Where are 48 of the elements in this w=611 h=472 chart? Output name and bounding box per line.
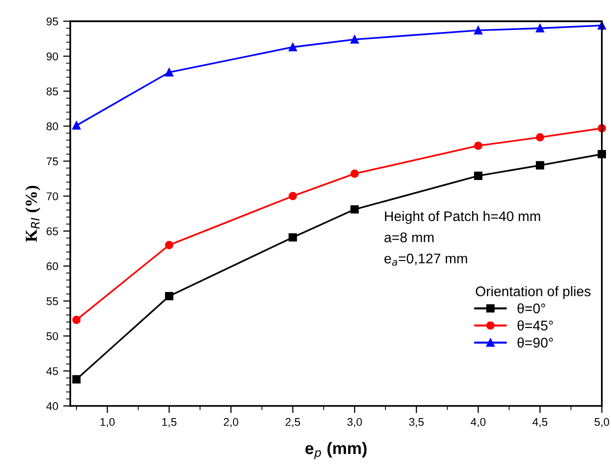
x-tick-label: 2,5	[286, 418, 300, 428]
point	[474, 142, 482, 150]
legend-label: θ=90°	[518, 337, 553, 348]
point	[536, 24, 544, 32]
y-tick-label: 70	[46, 192, 58, 200]
x-tick-label: 4,0	[470, 418, 486, 428]
x-tick-label: 3,5	[409, 418, 424, 428]
x-tick-label: 5,0	[594, 418, 610, 428]
point	[164, 292, 174, 300]
point	[288, 192, 297, 200]
x-tick-label: 4,5	[532, 418, 548, 428]
x-tick-label: 3,0	[347, 418, 362, 428]
point	[350, 35, 359, 44]
legend-title: Orientation of plies	[476, 286, 590, 300]
annotation: a=8 mm	[384, 232, 434, 242]
point	[474, 26, 482, 34]
y-tick-label: 40	[46, 402, 58, 410]
point	[72, 316, 81, 324]
y-tick-label: 75	[46, 158, 58, 166]
y-tick-label: 50	[46, 332, 58, 340]
y-tick-label: 60	[46, 262, 58, 270]
x-tick-label: 1,5	[162, 418, 176, 428]
y-tick-label: 65	[46, 227, 58, 236]
y-tick-label: 45	[46, 367, 58, 376]
y-tick-label: 55	[46, 297, 58, 306]
x-tick-label: 2,0	[224, 418, 238, 428]
y-tick-label: 85	[46, 87, 58, 96]
x-tick-label: 1,0	[100, 418, 115, 428]
y-axis-title: K$_{RI}$ (%)	[25, 186, 40, 242]
point	[536, 161, 544, 170]
point	[350, 205, 359, 214]
point	[288, 233, 297, 242]
point	[288, 42, 297, 52]
point	[72, 121, 81, 130]
y-tick-label: 95	[46, 18, 58, 26]
legend-label: θ=45°	[518, 320, 553, 330]
annotation: e$_{a}$=0,127 mm	[384, 254, 468, 266]
point	[164, 240, 174, 250]
point	[164, 68, 174, 76]
point	[350, 170, 359, 178]
point	[474, 172, 482, 180]
y-tick-label: 90	[46, 52, 58, 60]
y-tick-label: 80	[46, 122, 58, 130]
legend-label: θ=0°	[518, 303, 546, 314]
point	[72, 375, 81, 384]
x-axis-title: e$_{p}$ (mm)	[305, 442, 367, 460]
point	[536, 133, 544, 142]
annotation: Height of Patch h=40 mm	[385, 210, 540, 224]
